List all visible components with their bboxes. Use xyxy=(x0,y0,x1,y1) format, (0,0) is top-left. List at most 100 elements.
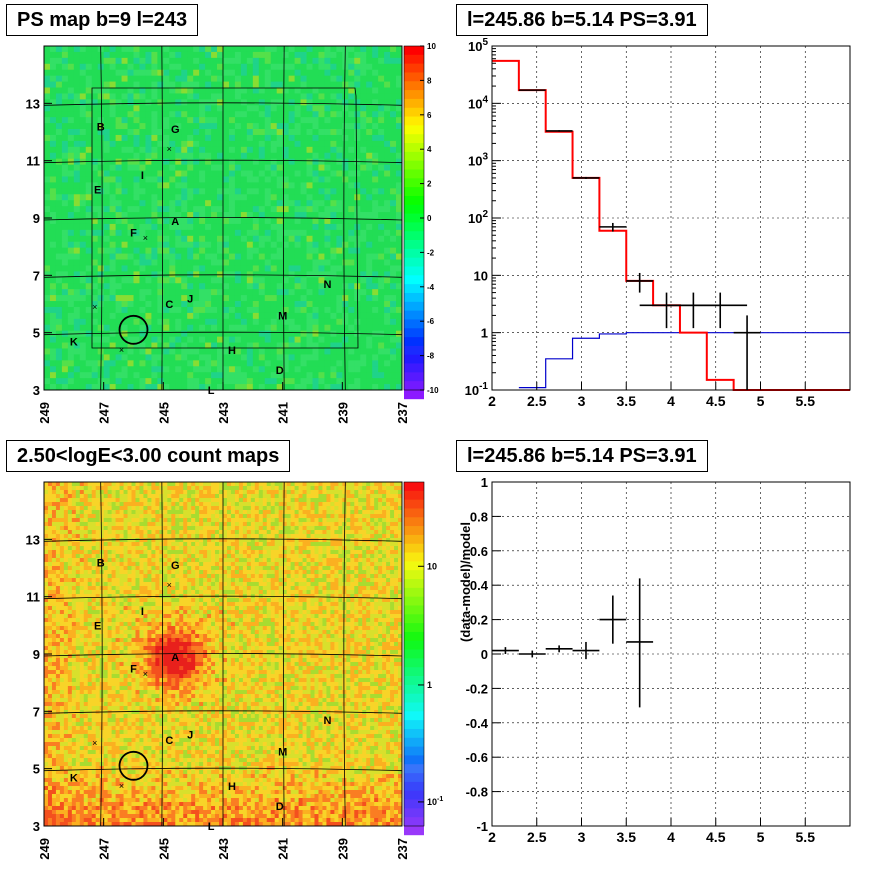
total-model-line xyxy=(492,59,850,391)
ps-map-x-tick-label: 247 xyxy=(97,402,112,424)
ps-map-y-tick-label: 13 xyxy=(26,96,40,111)
residual-x-tick-label: 4.5 xyxy=(706,829,726,845)
ps-map-source-label-i: I xyxy=(141,170,144,182)
count-map-colorbar-frame xyxy=(403,481,425,827)
count-map-parallel xyxy=(43,767,403,772)
count-map-y-tick-label: 13 xyxy=(26,532,40,547)
residual-data-point xyxy=(572,641,600,660)
ps-map-coord-grid xyxy=(43,45,403,391)
spectrum-y-tick-label: 104 xyxy=(468,94,488,111)
ps-map-source-label-g: G xyxy=(171,124,180,136)
residual-title: l=245.86 b=5.14 PS=3.91 xyxy=(456,440,708,472)
ps-map-source-label-d: D xyxy=(276,365,284,377)
ps-map-meridian xyxy=(100,45,103,391)
count-map-cross-marker: × xyxy=(92,738,97,748)
ps-map-parallel xyxy=(43,102,403,106)
count-map-x-tick-label: 247 xyxy=(97,838,112,860)
count-map-source-label-i: I xyxy=(141,606,144,618)
spectrum-x-tick-label: 3 xyxy=(578,393,586,409)
spectrum-x-tick-label: 5 xyxy=(757,393,765,409)
spectrum-data-point xyxy=(518,89,546,91)
ps-map-colorbar xyxy=(404,46,424,400)
ps-map-x-tick-label: 245 xyxy=(156,402,171,424)
count-map-chart: B G I E A F N C J M K H D L × × × × 249 247 245 243 241 239 237 3… xyxy=(26,481,443,860)
residual-y-tick-label: -0.2 xyxy=(466,681,488,696)
ps-map-cross-marker: × xyxy=(143,233,148,243)
count-map-source-label-g: G xyxy=(171,560,180,572)
spectrum-y-tick-label: 1 xyxy=(481,326,488,341)
ps-map-source-label-c: C xyxy=(165,299,173,311)
spectrum-x-tick-label: 5.5 xyxy=(796,393,816,409)
count-map-colorbar-label: 10 xyxy=(427,561,437,571)
count-map-x-tick-label: 237 xyxy=(395,838,410,860)
spectrum-x-tick-label: 2.5 xyxy=(527,393,547,409)
spectrum-panel: 2 2.5 3 3.5 4 4.5 5 5.5 10-1 1 10 102 103 104 105 l=24… xyxy=(448,0,896,436)
count-map-y-tick-label: 3 xyxy=(33,819,40,834)
ps-map-colorbar-label: 6 xyxy=(427,111,432,120)
ps-map-x-tick-label: 241 xyxy=(276,402,291,424)
spectrum-y-tick-label: 102 xyxy=(468,209,488,226)
ps-map-panel: B G I E A F N C J M K H D L × × × × 249 247 245 243 241 239 237 3… xyxy=(0,0,448,436)
spectrum-y-tick-label: 105 xyxy=(468,37,488,54)
ps-map-colorbar-label: 4 xyxy=(427,145,432,154)
count-map-colorbar-label: 10-1 xyxy=(427,796,443,807)
count-map-parallel xyxy=(43,538,403,542)
spectrum-title: l=245.86 b=5.14 PS=3.91 xyxy=(456,4,708,36)
count-map-y-tick-label: 5 xyxy=(33,762,40,777)
residual-data-point xyxy=(599,595,627,644)
ps-map-colorbar-label: 2 xyxy=(427,180,432,189)
count-map-y-tick-label: 11 xyxy=(26,590,40,605)
count-map-meridian xyxy=(100,481,103,827)
residual-x-tick-label: 4 xyxy=(667,829,675,845)
ps-map-source-label-h: H xyxy=(228,345,236,357)
count-map-y-tick-label: 9 xyxy=(33,647,40,662)
residual-data-point xyxy=(626,578,654,708)
count-map-coord-grid xyxy=(43,481,403,827)
ps-map-x-tick-label: 243 xyxy=(216,402,231,424)
ps-map-colorbar-label: -2 xyxy=(427,248,435,257)
spectrum-x-tick-label: 4 xyxy=(667,393,675,409)
ps-map-source-label-m: M xyxy=(278,310,287,322)
count-map-parallel xyxy=(43,653,403,657)
residual-y-tick-label: 0.2 xyxy=(470,613,488,628)
source-model-line xyxy=(518,332,850,389)
count-map-source-label-n: N xyxy=(323,715,331,727)
ps-map-colorbar-label: -6 xyxy=(427,317,435,326)
ps-map-pixels xyxy=(44,46,403,391)
count-map-x-tick-label: 249 xyxy=(37,838,52,860)
ps-map-y-tick-label: 3 xyxy=(33,383,40,398)
residual-x-tick-label: 5.5 xyxy=(796,829,816,845)
count-map-source-label-j: J xyxy=(187,729,193,741)
spectrum-data-point xyxy=(545,130,573,132)
ps-map-x-tick-label: 249 xyxy=(37,402,52,424)
residual-y-tick-label: 0 xyxy=(481,647,488,662)
count-map-title: 2.50<logE<3.00 count maps xyxy=(6,440,291,472)
spectrum-x-tick-label: 2 xyxy=(488,393,496,409)
residual-grid xyxy=(491,481,850,827)
spectrum-y-tick-label: 10 xyxy=(474,268,488,283)
ps-map-parallel xyxy=(43,217,403,221)
ps-map-parallel xyxy=(43,159,403,164)
count-map-pixels xyxy=(44,482,403,827)
spectrum-y-tick-label: 103 xyxy=(468,152,488,169)
spectrum-data-point xyxy=(693,292,748,329)
ps-map-colorbar-label: 8 xyxy=(427,76,432,85)
residual-chart: 2 2.5 3 3.5 4 4.5 5 5.5 -1 -0.8 -0.6 -0.4 -0.2 0 0.2 0.… xyxy=(458,475,851,845)
ps-map-colorbar-label: -4 xyxy=(427,283,435,292)
count-map-meridian xyxy=(343,481,346,827)
spectrum-y-tick-label: 10-1 xyxy=(465,381,489,398)
residual-x-tick-label: 5 xyxy=(757,829,765,845)
residual-y-axis-label: (data-model)/model xyxy=(458,522,473,642)
count-map-colorbar-label: 1 xyxy=(427,680,432,690)
ps-map-x-tick-label: 237 xyxy=(395,402,410,424)
count-map-x-tick-label: 243 xyxy=(216,838,231,860)
spectrum-data-point xyxy=(666,292,721,329)
count-map-source-label-h: H xyxy=(228,781,236,793)
ps-map-source-label-j: J xyxy=(187,293,193,305)
spectrum-data-point xyxy=(572,176,600,179)
count-map-colorbar xyxy=(404,482,424,836)
residual-y-tick-label: 0.8 xyxy=(470,509,488,524)
ps-map-colorbar-label: -8 xyxy=(427,352,435,361)
ps-map-colorbar-label: 0 xyxy=(427,214,432,223)
ps-map-x-tick-label: 239 xyxy=(335,402,350,424)
